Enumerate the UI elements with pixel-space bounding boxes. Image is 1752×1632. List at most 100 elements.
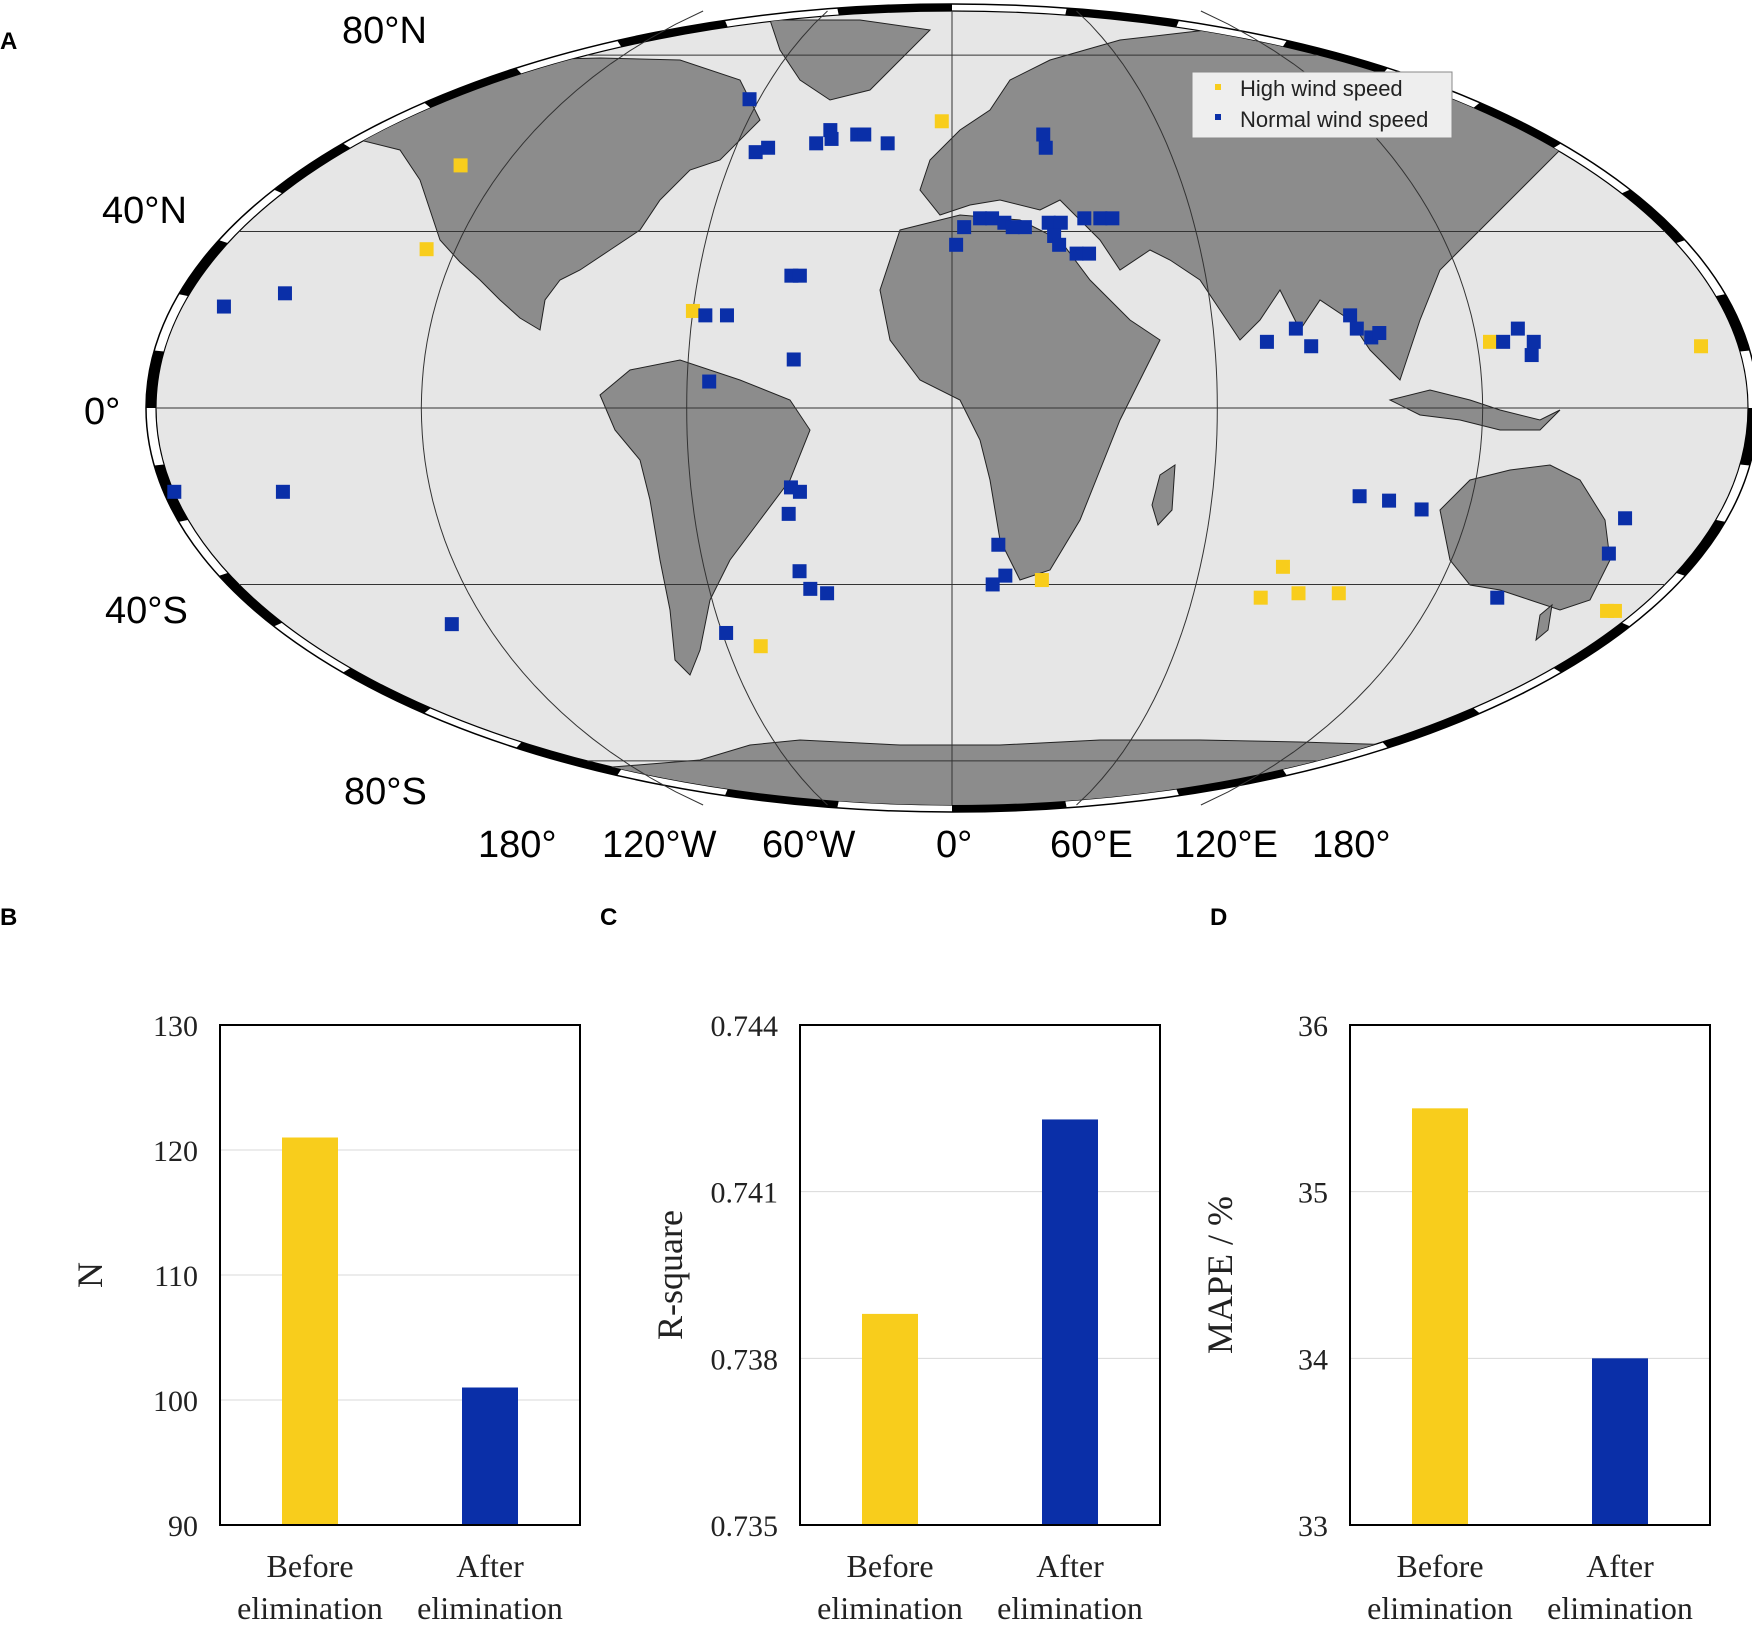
y-tick-label: 35 (1298, 1177, 1328, 1210)
station-normal-wind (824, 131, 839, 146)
station-normal-wind (702, 374, 717, 389)
legend-box (1191, 71, 1453, 139)
station-normal-wind (820, 586, 835, 601)
station-normal-wind (1288, 321, 1303, 336)
frame-tick (1065, 8, 1180, 28)
station-normal-wind (985, 211, 1000, 226)
y-tick-label: 34 (1298, 1343, 1328, 1376)
plot-frame (1349, 1024, 1711, 1526)
x-tick-label: Before (266, 1548, 353, 1584)
meridian-line (1076, 10, 1218, 806)
y-axis-label: R-square (650, 1210, 690, 1340)
station-normal-wind (998, 568, 1013, 583)
station-normal-wind (1414, 502, 1429, 517)
frame-tick (1176, 769, 1287, 796)
panel-label-d: D (1210, 904, 1228, 931)
land-south-america (599, 359, 811, 676)
frame-tick (1473, 102, 1562, 149)
frame-tick (273, 143, 351, 194)
x-tick-label: elimination (417, 1590, 563, 1626)
station-high-wind (1253, 590, 1268, 605)
lat-label-80s: 80°S (344, 771, 427, 813)
bar-before (862, 1313, 918, 1525)
land-australia (1439, 464, 1611, 611)
y-axis-label: N (70, 1262, 110, 1288)
y-axis-label: MAPE / % (1200, 1196, 1240, 1354)
station-high-wind (1694, 339, 1709, 354)
station-normal-wind (1382, 493, 1397, 508)
panel-label-b: B (0, 904, 18, 931)
bar-after (462, 1387, 518, 1525)
station-normal-wind (1618, 511, 1633, 526)
station-normal-wind (167, 484, 182, 499)
frame-tick (952, 800, 1067, 812)
station-normal-wind (1093, 211, 1108, 226)
x-tick-label: Before (1396, 1548, 1483, 1584)
land-madagascar (1151, 464, 1176, 526)
bar-chart-n: 90 100 110 120 130 Before elimination After elim… (70, 1010, 581, 1626)
meridian-line (1200, 10, 1484, 806)
station-normal-wind (1077, 211, 1092, 226)
station-normal-wind (1349, 321, 1364, 336)
station-normal-wind (1526, 334, 1541, 349)
station-high-wind (934, 114, 949, 129)
x-tick-label: elimination (817, 1590, 963, 1626)
station-normal-wind (1052, 237, 1067, 252)
station-normal-wind (880, 136, 895, 151)
plot-frame (799, 1024, 1161, 1526)
lat-label-80n: 80°N (342, 10, 427, 52)
land-indonesia (1388, 389, 1561, 431)
y-tick-label: 90 (168, 1510, 198, 1543)
frame-tick (1382, 708, 1480, 748)
y-tick-label: 120 (153, 1135, 198, 1168)
station-normal-wind (1304, 339, 1319, 354)
station-high-wind (1034, 573, 1049, 588)
frame-tick (1676, 519, 1726, 576)
station-normal-wind (1038, 140, 1053, 155)
bar-before (282, 1137, 338, 1525)
y-tick-label: 0.738 (711, 1343, 779, 1376)
station-normal-wind (1343, 308, 1358, 323)
x-tick-label: elimination (1367, 1590, 1513, 1626)
land-new-zealand (1535, 603, 1553, 642)
station-normal-wind (277, 286, 292, 301)
frame-tick (837, 4, 952, 16)
station-normal-wind (1041, 215, 1056, 230)
station-normal-wind (803, 581, 818, 596)
station-high-wind (1331, 586, 1346, 601)
lon-label-120e: 120°E (1174, 824, 1278, 866)
frame-tick (1715, 294, 1750, 352)
x-tick-label: After (1586, 1548, 1654, 1584)
frame-tick (1282, 40, 1388, 75)
station-normal-wind (1069, 246, 1084, 261)
station-normal-wind (1372, 326, 1387, 341)
graticule (156, 10, 1748, 806)
y-tick-label: 100 (153, 1385, 198, 1418)
station-normal-wind (719, 625, 734, 640)
bar-chart-mape: 33 34 35 36 Before elimination After eliminatio… (1200, 1010, 1711, 1626)
frame-tick (516, 741, 622, 776)
station-normal-wind (1005, 220, 1020, 235)
meridian-line (420, 10, 704, 806)
station-normal-wind (216, 299, 231, 314)
station-normal-wind (444, 617, 459, 632)
lon-label-60e: 60°E (1050, 824, 1133, 866)
station-normal-wind (1259, 334, 1274, 349)
longitude-labels: 180° 120°W 60°W 0° 60°E 120°E 180° (478, 824, 1391, 866)
station-normal-wind (1352, 489, 1367, 504)
x-tick-label: elimination (997, 1590, 1143, 1626)
station-normal-wind (748, 145, 763, 160)
land-greenland (769, 19, 932, 101)
x-tick-label: Before (846, 1548, 933, 1584)
station-normal-wind (719, 308, 734, 323)
station-normal-wind (857, 127, 872, 142)
station-normal-wind (1105, 211, 1120, 226)
bar-before (1412, 1108, 1468, 1525)
station-normal-wind (1053, 215, 1068, 230)
station-normal-wind (985, 577, 1000, 592)
station-high-wind (453, 158, 468, 173)
panel-label-c: C (600, 904, 618, 931)
frame-tick (218, 572, 283, 627)
station-normal-wind (991, 537, 1006, 552)
y-tick-label: 110 (154, 1260, 198, 1293)
